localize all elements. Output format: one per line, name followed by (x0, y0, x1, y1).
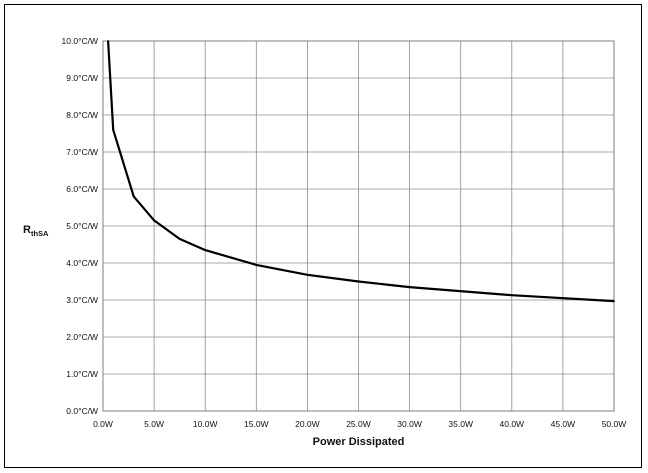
x-tick-label: 40.0W (500, 419, 525, 429)
x-tick-label: 0.0W (93, 419, 113, 429)
x-tick-label: 20.0W (295, 419, 320, 429)
rthsa-vs-power-chart: 0.0W 5.0W 10.0W 15.0W 20.0W 25.0W 30.0W 35.0W 40… (23, 36, 626, 448)
y-tick-label: 9.0°C/W (66, 73, 98, 83)
data-point (153, 219, 156, 222)
data-point (255, 263, 258, 266)
data-point (204, 249, 207, 251)
x-axis-title: Power Dissipated (313, 436, 405, 448)
data-point (132, 195, 135, 198)
y-axis-tick-labels: 0.0°C/W 1.0°C/W 2.0°C/W 3.0°C/W 4.0°C/W 5.0°C… (62, 36, 98, 416)
x-tick-label: 30.0W (397, 419, 422, 429)
y-tick-label: 5.0°C/W (66, 221, 98, 231)
data-point (107, 40, 110, 42)
x-tick-label: 50.0W (602, 419, 627, 429)
y-tick-label: 0.0°C/W (66, 406, 98, 416)
data-point (408, 286, 411, 288)
y-tick-label: 3.0°C/W (66, 295, 98, 305)
series-line (107, 40, 615, 303)
data-point (112, 128, 115, 131)
x-tick-label: 15.0W (244, 419, 269, 429)
y-tick-label: 8.0°C/W (66, 110, 98, 120)
y-tick-label: 4.0°C/W (66, 258, 98, 268)
chart-frame: 0.0W 5.0W 10.0W 15.0W 20.0W 25.0W 30.0W 35.0W 40… (4, 4, 642, 468)
data-point (613, 300, 615, 303)
x-tick-label: 25.0W (346, 419, 371, 429)
plot-border (102, 40, 615, 412)
y-tick-label: 1.0°C/W (66, 369, 98, 379)
y-axis-title-main: R (23, 224, 31, 236)
x-axis-tick-labels: 0.0W 5.0W 10.0W 15.0W 20.0W 25.0W 30.0W 35.0W 40… (93, 419, 626, 429)
series-points (107, 40, 615, 303)
x-tick-label: 10.0W (193, 419, 218, 429)
y-tick-label: 6.0°C/W (66, 184, 98, 194)
data-point (357, 280, 360, 283)
data-point (306, 273, 309, 276)
y-axis-title: RthSA (23, 224, 49, 238)
x-tick-label: 35.0W (448, 419, 473, 429)
y-axis-title-subscript: thSA (31, 229, 49, 238)
y-tick-label: 2.0°C/W (66, 332, 98, 342)
data-point (510, 294, 513, 297)
y-tick-label: 10.0°C/W (62, 36, 98, 46)
data-point (178, 238, 181, 240)
x-tick-label: 45.0W (551, 419, 576, 429)
y-tick-label: 7.0°C/W (66, 147, 98, 157)
x-tick-label: 5.0W (144, 419, 164, 429)
